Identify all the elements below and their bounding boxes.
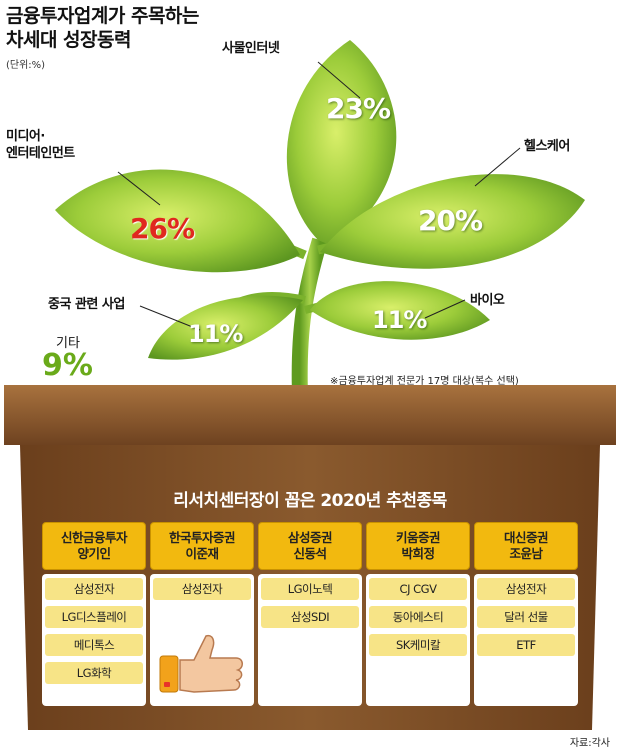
list-item: LG이노텍 <box>261 578 359 600</box>
list-item: LG화학 <box>45 662 143 684</box>
thumbs-up-icon <box>159 634 243 693</box>
label-china: 중국 관련 사업 <box>48 297 125 312</box>
leaf-china <box>148 295 303 360</box>
column-korea-investment: 한국투자증권 이준재 삼성전자 <box>150 522 254 706</box>
analyst-name: 이준재 <box>185 546 219 561</box>
firm-name: 한국투자증권 <box>168 530 236 545</box>
pot-rim <box>4 385 616 445</box>
column-daishin: 대신증권 조윤남 삼성전자 달러 선물 ETF <box>474 522 578 706</box>
title-line-1: 금융투자업계가 주목하는 <box>6 5 199 27</box>
list-item: SK케미칼 <box>369 634 467 656</box>
chart-title: 금융투자업계가 주목하는 차세대 성장동력 <box>6 4 199 52</box>
value-health: 20% <box>418 204 483 237</box>
firm-name: 신한금융투자 <box>60 530 128 545</box>
label-media-line-2: 엔터테인먼트 <box>6 146 75 161</box>
column-items: LG이노텍 삼성SDI <box>258 574 362 706</box>
firm-name: 대신증권 <box>503 530 549 545</box>
leader-china <box>139 305 201 331</box>
list-item: ETF <box>477 634 575 656</box>
source-label: 자료:각사 <box>569 738 610 749</box>
value-iot: 23% <box>326 92 391 125</box>
unit-label: (단위:%) <box>6 60 46 71</box>
table-title: 리서치센터장이 꼽은 2020년 추천종목 <box>173 491 447 511</box>
label-media-line-1: 미디어· <box>6 129 45 144</box>
firm-name: 삼성증권 <box>287 530 333 545</box>
value-china: 11% <box>188 320 243 348</box>
value-media: 26% <box>130 212 195 245</box>
leader-media <box>117 171 161 206</box>
column-kiwoom: 키움증권 박희정 CJ CGV 동아에스티 SK케미칼 <box>366 522 470 706</box>
list-item: 삼성전자 <box>477 578 575 600</box>
column-header: 신한금융투자 양기인 <box>42 522 146 570</box>
label-iot: 사물인터넷 <box>222 41 280 56</box>
leader-health <box>474 147 521 187</box>
analyst-name: 양기인 <box>77 546 111 561</box>
list-item: 삼성전자 <box>45 578 143 600</box>
leaf-bio <box>310 281 490 340</box>
label-health: 헬스케어 <box>524 139 570 154</box>
column-items: 삼성전자 달러 선물 ETF <box>474 574 578 706</box>
list-item: 삼성SDI <box>261 606 359 628</box>
analyst-name: 박희정 <box>401 546 435 561</box>
list-item: 삼성전자 <box>153 578 251 600</box>
column-items: 삼성전자 <box>150 574 254 706</box>
column-items: 삼성전자 LG디스플레이 메디톡스 LG화학 <box>42 574 146 706</box>
list-item: LG디스플레이 <box>45 606 143 628</box>
list-item: 동아에스티 <box>369 606 467 628</box>
value-other: 9% <box>42 348 93 383</box>
list-item: 메디톡스 <box>45 634 143 656</box>
survey-note: ※금융투자업계 전문가 17명 대상(복수 선택) <box>330 376 519 387</box>
column-header: 키움증권 박희정 <box>366 522 470 570</box>
analyst-name: 조윤남 <box>509 546 543 561</box>
plant-illustration <box>55 40 585 396</box>
leader-bio <box>424 299 466 319</box>
label-media: 미디어· 엔터테인먼트 <box>6 128 75 162</box>
firm-name: 키움증권 <box>395 530 441 545</box>
main-stem <box>291 237 328 396</box>
column-header: 한국투자증권 이준재 <box>150 522 254 570</box>
title-line-2: 차세대 성장동력 <box>6 29 131 51</box>
column-shinhan: 신한금융투자 양기인 삼성전자 LG디스플레이 메디톡스 LG화학 <box>42 522 146 706</box>
list-item: CJ CGV <box>369 578 467 600</box>
leaf-iot <box>286 40 397 245</box>
column-header: 삼성증권 신동석 <box>258 522 362 570</box>
leader-iot <box>317 61 361 99</box>
leaf-health <box>320 174 585 269</box>
column-samsung: 삼성증권 신동석 LG이노텍 삼성SDI <box>258 522 362 706</box>
list-item: 달러 선물 <box>477 606 575 628</box>
label-bio: 바이오 <box>470 293 505 308</box>
leaf-media <box>55 169 300 273</box>
analyst-name: 신동석 <box>293 546 327 561</box>
column-items: CJ CGV 동아에스티 SK케미칼 <box>366 574 470 706</box>
value-bio: 11% <box>372 306 427 334</box>
label-other: 기타 <box>56 336 80 351</box>
column-header: 대신증권 조윤남 <box>474 522 578 570</box>
